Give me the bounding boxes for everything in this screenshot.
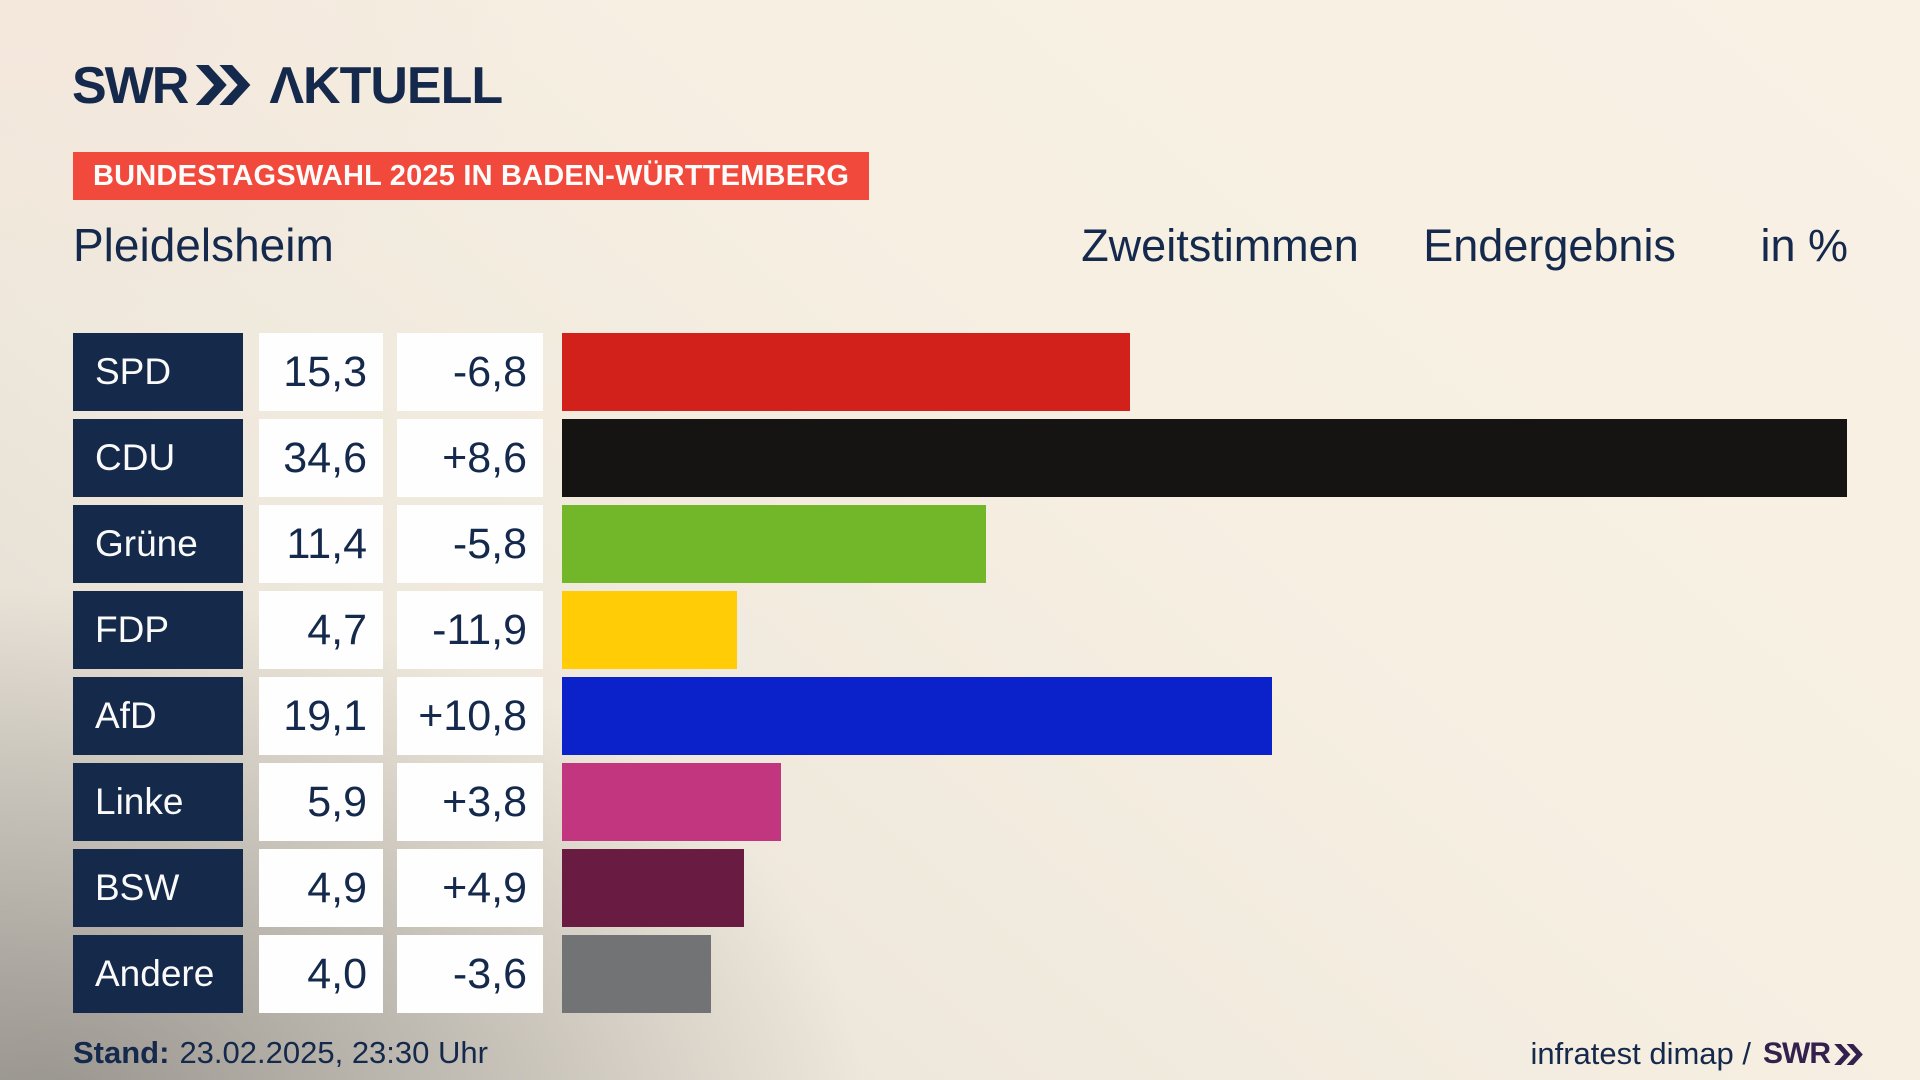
party-bar <box>562 935 711 1013</box>
party-diff: -11,9 <box>397 591 543 669</box>
party-bar <box>562 505 986 583</box>
stand-label: Stand: <box>73 1035 170 1070</box>
party-diff: -5,8 <box>397 505 543 583</box>
table-row: AfD 19,1 +10,8 <box>73 677 1847 755</box>
swr-aktuell-logo: SWR ΛKTUELL <box>72 56 503 116</box>
table-row: Linke 5,9 +3,8 <box>73 763 1847 841</box>
party-label: CDU <box>73 419 243 497</box>
subtitle-result-type: Endergebnis <box>1423 220 1676 271</box>
party-diff: +4,9 <box>397 849 543 927</box>
source-text: infratest dimap / <box>1530 1036 1751 1071</box>
party-bar <box>562 763 782 841</box>
party-diff: +3,8 <box>397 763 543 841</box>
table-row: FDP 4,7 -11,9 <box>73 591 1847 669</box>
stand-timestamp: Stand: 23.02.2025, 23:30 Uhr <box>73 1035 488 1071</box>
party-value: 11,4 <box>259 505 383 583</box>
municipality-title: Pleidelsheim <box>73 219 334 271</box>
source-attribution: infratest dimap / SWR <box>1530 1035 1864 1073</box>
party-bar <box>562 591 737 669</box>
party-bar <box>562 333 1131 411</box>
party-label: AfD <box>73 677 243 755</box>
swr-logo-text: SWR <box>72 57 189 115</box>
party-bar <box>562 849 745 927</box>
party-label: SPD <box>73 333 243 411</box>
table-row: Grüne 11,4 -5,8 <box>73 505 1847 583</box>
results-bar-chart: SPD 15,3 -6,8 CDU 34,6 +8,6 Grüne 11,4 -… <box>73 333 1848 1013</box>
table-row: BSW 4,9 +4,9 <box>73 849 1847 927</box>
party-value: 4,9 <box>259 849 383 927</box>
source-swr-logo-text: SWR <box>1763 1037 1831 1070</box>
party-value: 4,7 <box>259 591 383 669</box>
subtitle-unit: in % <box>1760 220 1848 271</box>
election-badge: BUNDESTAGSWAHL 2025 IN BADEN-WÜRTTEMBERG <box>73 152 870 200</box>
subtitle-vote-type: Zweitstimmen <box>1081 220 1359 271</box>
chart-header: Pleidelsheim Zweitstimmen Endergebnis in… <box>73 218 1848 274</box>
aktuell-logo-text: ΛKTUELL <box>269 57 503 115</box>
party-label: BSW <box>73 849 243 927</box>
table-row: CDU 34,6 +8,6 <box>73 419 1848 497</box>
party-diff: -3,6 <box>397 935 543 1013</box>
party-label: Linke <box>73 763 243 841</box>
party-diff: +10,8 <box>397 677 543 755</box>
party-bar <box>562 419 1848 497</box>
party-label: Grüne <box>73 505 243 583</box>
chart-subtitle: Zweitstimmen Endergebnis in % <box>1081 220 1848 272</box>
party-value: 15,3 <box>259 333 383 411</box>
party-value: 4,0 <box>259 935 383 1013</box>
party-value: 19,1 <box>259 677 383 755</box>
source-swr-chevrons-icon <box>1834 1037 1864 1073</box>
party-value: 34,6 <box>259 419 383 497</box>
party-value: 5,9 <box>259 763 383 841</box>
party-diff: -6,8 <box>397 333 543 411</box>
table-row: SPD 15,3 -6,8 <box>73 333 1847 411</box>
party-label: Andere <box>73 935 243 1013</box>
stand-value: 23.02.2025, 23:30 Uhr <box>179 1035 488 1070</box>
party-label: FDP <box>73 591 243 669</box>
swr-chevrons-icon <box>195 64 253 110</box>
party-bar <box>562 677 1272 755</box>
party-diff: +8,6 <box>397 419 543 497</box>
table-row: Andere 4,0 -3,6 <box>73 935 1847 1013</box>
